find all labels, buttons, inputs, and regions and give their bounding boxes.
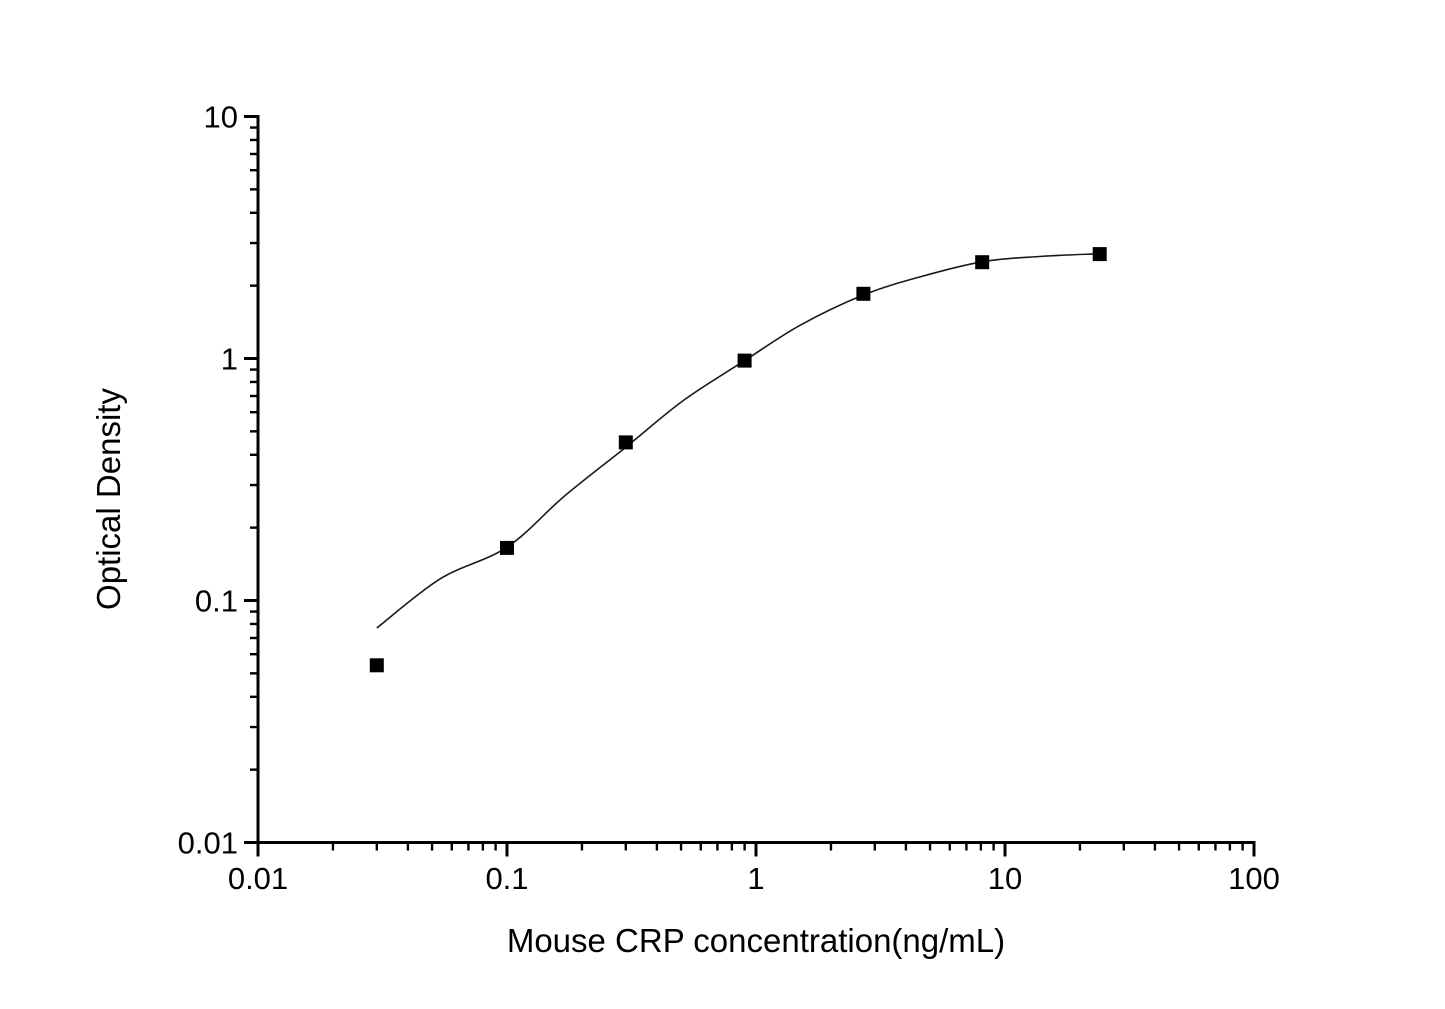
y-tick-label: 0.01 (178, 826, 238, 861)
axes: 0.01 0.1 1 10 100 0.01 0.1 1 10 (178, 100, 1280, 897)
y-tick-label: 1 (221, 342, 238, 377)
data-point (737, 353, 752, 368)
x-tick-label: 0.01 (228, 861, 288, 896)
data-point (618, 435, 633, 450)
data-point (975, 255, 990, 270)
axis-spine (256, 116, 1254, 844)
x-axis-title: Mouse CRP concentration(ng/mL) (507, 922, 1005, 959)
y-tick-label: 10 (204, 100, 238, 135)
data-point (500, 540, 514, 555)
x-tick-label: 0.1 (485, 861, 528, 896)
x-tick-label: 1 (747, 861, 764, 896)
fit-curve-layer (376, 252, 1100, 629)
x-tick-label: 100 (1228, 861, 1280, 896)
y-axis-title: Optical Density (90, 388, 127, 610)
fit-curve (376, 252, 1100, 629)
data-point (856, 286, 871, 301)
data-point (1092, 247, 1107, 262)
x-tick-label: 10 (988, 861, 1022, 896)
data-points-layer (369, 247, 1107, 673)
data-point (369, 658, 384, 673)
y-tick-label: 0.1 (195, 584, 238, 619)
